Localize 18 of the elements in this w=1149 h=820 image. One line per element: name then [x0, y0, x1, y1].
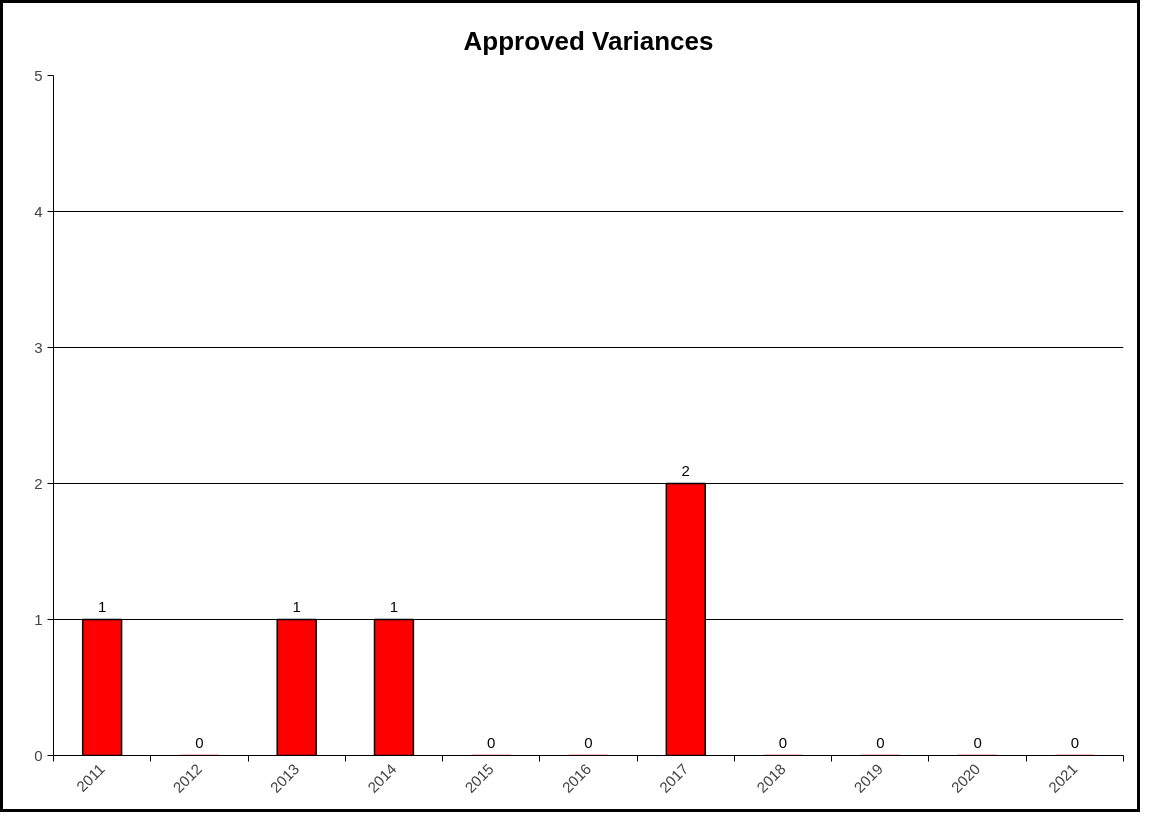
data-label: 0 — [973, 733, 982, 751]
data-label: 2 — [681, 461, 690, 479]
y-tick-label: 0 — [34, 746, 43, 764]
y-tick-label: 3 — [34, 338, 43, 356]
data-label: 0 — [487, 733, 496, 751]
data-label: 1 — [97, 597, 107, 615]
chart-title: Approved Variances — [463, 25, 714, 56]
data-label: 0 — [1070, 733, 1080, 751]
data-label: 0 — [195, 733, 204, 751]
data-label: 0 — [778, 733, 788, 751]
data-label: 1 — [389, 597, 399, 615]
y-tick-label: 2 — [34, 474, 43, 492]
data-label: 0 — [876, 733, 885, 751]
y-tick-label: 5 — [34, 66, 43, 84]
y-tick-label: 4 — [34, 202, 43, 220]
data-label: 1 — [292, 597, 301, 615]
data-label: 0 — [584, 733, 593, 751]
y-tick-label: 1 — [34, 610, 43, 628]
